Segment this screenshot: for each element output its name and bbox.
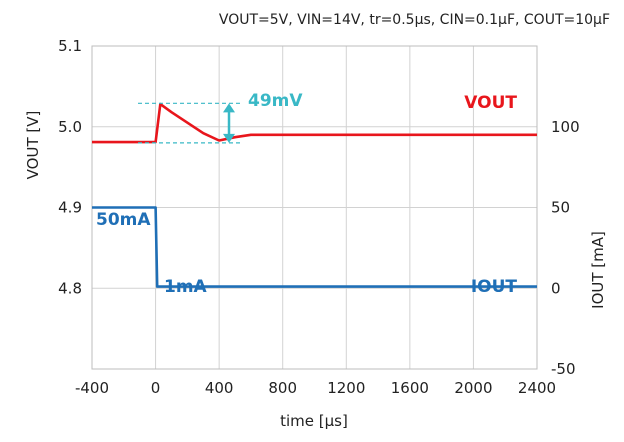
x-tick-label: 0 [151,379,161,397]
series-line-vout [92,102,537,144]
y-right-tick-labels: -50 0 50 100 [551,118,580,378]
y-left-tick-label: 4.8 [58,279,82,297]
series-layer [92,102,537,288]
vout-series-label: VOUT [464,93,517,113]
y-left-tick-labels: 4.8 4.9 5.0 5.1 [58,37,82,297]
y-right-tick-label: 100 [551,118,580,136]
y-left-tick-label: 4.9 [58,199,82,217]
y-right-tick-label: 50 [551,199,570,217]
y-right-axis-label: IOUT [mA] [589,231,607,309]
load-high-label: 50mA [96,210,151,230]
x-tick-label: 400 [205,379,234,397]
load-low-label: 1mA [164,277,208,297]
iout-series-label: IOUT [471,277,518,297]
x-tick-label: 1600 [391,379,429,397]
delta-arrow-up-icon [223,103,235,113]
x-tick-label: 1200 [327,379,365,397]
test-conditions: VOUT=5V, VIN=14V, tr=0.5μs, CIN=0.1μF, C… [219,12,610,28]
y-left-tick-label: 5.0 [58,118,82,136]
y-right-tick-label: -50 [551,360,576,378]
x-tick-label: 2400 [518,379,556,397]
y-left-axis-label: VOUT [V] [24,111,42,180]
delta-arrow-down-icon [223,133,235,143]
delta-marker [138,102,240,144]
series-line-iout [92,206,537,288]
x-tick-label: 800 [268,379,297,397]
y-right-tick-label: 0 [551,279,561,297]
x-tick-label: 2000 [454,379,492,397]
x-tick-label: -400 [75,379,109,397]
delta-label: 49mV [248,91,303,111]
y-left-tick-label: 5.1 [58,37,82,55]
x-axis-label: time [μs] [280,412,348,430]
x-tick-labels: -400 0 400 800 1200 1600 2000 2400 [75,379,556,397]
